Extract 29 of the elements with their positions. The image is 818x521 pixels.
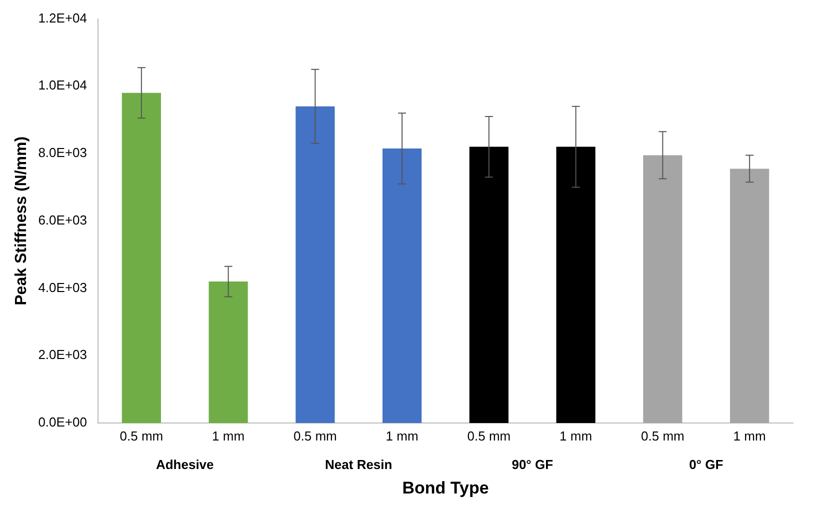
bar <box>208 282 248 423</box>
text: Adhesive <box>156 457 214 472</box>
x-axis-title: Bond Type <box>402 478 489 498</box>
bar <box>122 92 161 423</box>
x-tick-label: 1 mm <box>560 428 592 444</box>
x-tick-label: 0.5 mm <box>467 428 511 444</box>
text: 0° GF <box>689 457 724 472</box>
y-tick-label: 1.2E+04 <box>38 10 87 26</box>
y-axis-title: Peak Stiffness (N/mm) <box>13 136 30 306</box>
bar <box>556 146 596 423</box>
x-tick-label: 0.5 mm <box>120 428 164 444</box>
x-tick-label: 1 mm <box>212 428 245 444</box>
x-tick-label: 1 mm <box>386 428 418 444</box>
text: 90° GF <box>512 457 554 472</box>
x-tick-label: 1 mm <box>733 428 766 444</box>
x-tick-label: 0.5 mm <box>294 428 337 444</box>
y-tick-label: 1.0E+04 <box>38 78 87 93</box>
y-tick-label: 4.0E+03 <box>38 280 87 295</box>
text: Neat Resin <box>325 457 392 472</box>
bar <box>382 148 422 423</box>
y-tick-label: 8.0E+03 <box>38 145 87 160</box>
y-tick-label: 2.0E+03 <box>38 347 87 362</box>
bar <box>730 168 770 423</box>
x-tick-label: 0.5 mm <box>641 428 684 444</box>
y-tick-label: 6.0E+03 <box>38 212 87 228</box>
bar <box>296 106 335 423</box>
bar <box>643 155 682 423</box>
bar <box>469 146 508 423</box>
y-tick-label: 0.0E+00 <box>38 414 87 430</box>
